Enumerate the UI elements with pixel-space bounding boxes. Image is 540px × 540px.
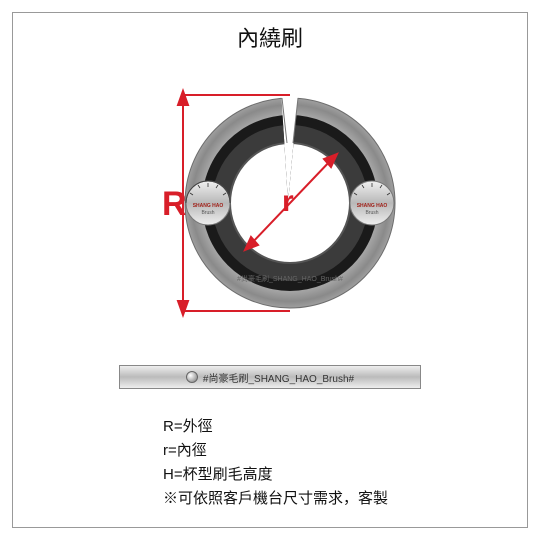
diagram-svg: R — [120, 63, 420, 323]
svg-text:Brush: Brush — [365, 210, 378, 216]
legend-note: ※可依照客戶機台尺寸需求，客製 — [163, 487, 388, 511]
label-R: R — [162, 185, 187, 223]
watermark-bar: #尚豪毛刷_SHANG_HAO_Brush# — [119, 365, 421, 389]
logo-badge-right: SHANG HAO Brush — [350, 181, 394, 225]
svg-text:SHANG HAO: SHANG HAO — [357, 203, 388, 209]
page-title: 內繞刷 — [13, 21, 527, 53]
page-frame: 內繞刷 — [12, 12, 528, 528]
logo-badge-left: SHANG HAO Brush — [186, 181, 230, 225]
legend-block: R=外徑 r=內徑 H=杯型刷毛高度 ※可依照客戶機台尺寸需求，客製 — [163, 415, 388, 511]
bar-dot-icon — [186, 371, 198, 383]
inner-watermark: #尚豪毛刷_SHANG_HAO_Brush# — [237, 274, 343, 283]
svg-text:SHANG HAO: SHANG HAO — [193, 203, 224, 209]
legend-r: r=內徑 — [163, 439, 388, 463]
legend-H: H=杯型刷毛高度 — [163, 463, 388, 487]
svg-text:Brush: Brush — [201, 210, 214, 216]
label-r: r — [282, 185, 294, 218]
watermark-bar-text: #尚豪毛刷_SHANG_HAO_Brush# — [203, 370, 354, 385]
legend-R: R=外徑 — [163, 415, 388, 439]
brush-diagram: R — [120, 63, 420, 323]
